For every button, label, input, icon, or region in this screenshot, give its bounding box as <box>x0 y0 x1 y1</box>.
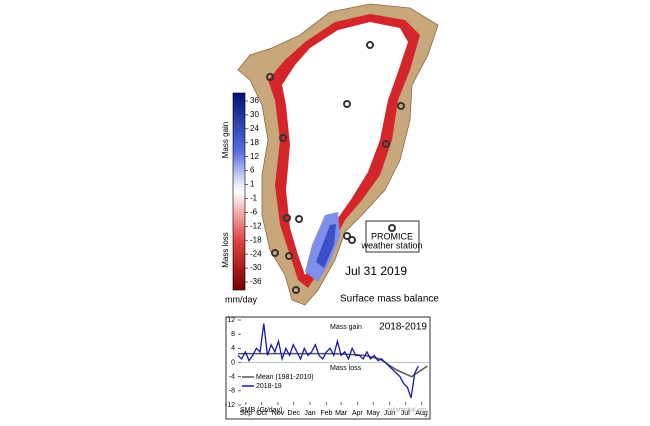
y-tick-label: -8 <box>229 388 235 395</box>
colorbar-tick-label: 30 <box>250 110 259 119</box>
map-title: Surface mass balance <box>340 294 439 305</box>
colorbar-loss-label: Mass loss <box>221 232 230 268</box>
colorbar-gain-label: Mass gain <box>221 122 230 158</box>
annotation: Mass loss <box>330 365 362 372</box>
colorbar-tick-label: 1 <box>250 180 255 189</box>
colorbar-ticks: 36 30 24 18 12 6 1 -1 -6 -12 -18 -24 -30 -36 <box>245 96 262 286</box>
map-date: Jul 31 2019 <box>345 264 407 278</box>
colorbar-tick-label: -30 <box>250 263 262 272</box>
x-tick-label: Jun <box>384 410 395 417</box>
x-tick-label: Dec <box>288 410 301 417</box>
chart-frame <box>225 316 431 420</box>
colorbar-tick-label: 6 <box>250 166 255 175</box>
y-tick-label: 0 <box>231 359 235 366</box>
greenland-map <box>237 3 439 306</box>
legend-label: 2018-19 <box>256 383 282 390</box>
station-legend-label: PROMICE <box>371 231 413 241</box>
x-tick-label: Feb <box>320 410 332 417</box>
colorbar-tick-label: 18 <box>250 138 259 147</box>
y-tick-label: 12 <box>227 317 235 324</box>
colorbar-tick-label: 36 <box>250 96 259 105</box>
station-legend-box <box>365 220 420 253</box>
colorbar <box>232 92 246 291</box>
colorbar-tick-label: -6 <box>250 207 258 216</box>
x-tick-label: Aug <box>415 410 428 417</box>
x-tick-label: Mar <box>335 410 348 417</box>
y-tick-label: 4 <box>231 345 235 352</box>
x-tick-label: May <box>367 410 381 417</box>
colorbar-unit: mm/day <box>225 294 258 304</box>
colorbar-tick-label: 12 <box>250 152 259 161</box>
x-tick-label: Sep <box>240 410 253 417</box>
station-legend-label: weather station <box>360 240 422 250</box>
colorbar-tick-label: -12 <box>250 221 262 230</box>
annotation: Mass gain <box>330 324 362 331</box>
credit: polarportal.org <box>387 408 426 414</box>
colorbar-tick-label: -1 <box>250 194 258 203</box>
legend-label: Mean (1981-2010) <box>256 374 314 381</box>
x-tick-label: Apr <box>352 410 364 417</box>
station-markers <box>266 41 405 294</box>
colorbar-tick-label: 24 <box>250 124 259 133</box>
x-tick-label: Oct <box>256 410 267 417</box>
y-tick-label: -4 <box>229 374 235 381</box>
colorbar-tick-label: -18 <box>250 235 262 244</box>
colorbar-tick-label: -36 <box>250 277 262 286</box>
chart-title: 2018-2019 <box>379 322 427 333</box>
x-tick-label: Jan <box>304 410 315 417</box>
station-legend-marker <box>388 224 396 232</box>
y-axis-label: SMB (Gt/day) <box>240 407 282 414</box>
x-tick-label: Jul <box>401 410 410 417</box>
y-tick-label: -12 <box>225 402 235 409</box>
colorbar-tick-label: -24 <box>250 249 262 258</box>
y-tick-label: 8 <box>231 331 235 338</box>
series-line <box>237 323 420 399</box>
x-tick-label: Nov <box>272 410 285 417</box>
